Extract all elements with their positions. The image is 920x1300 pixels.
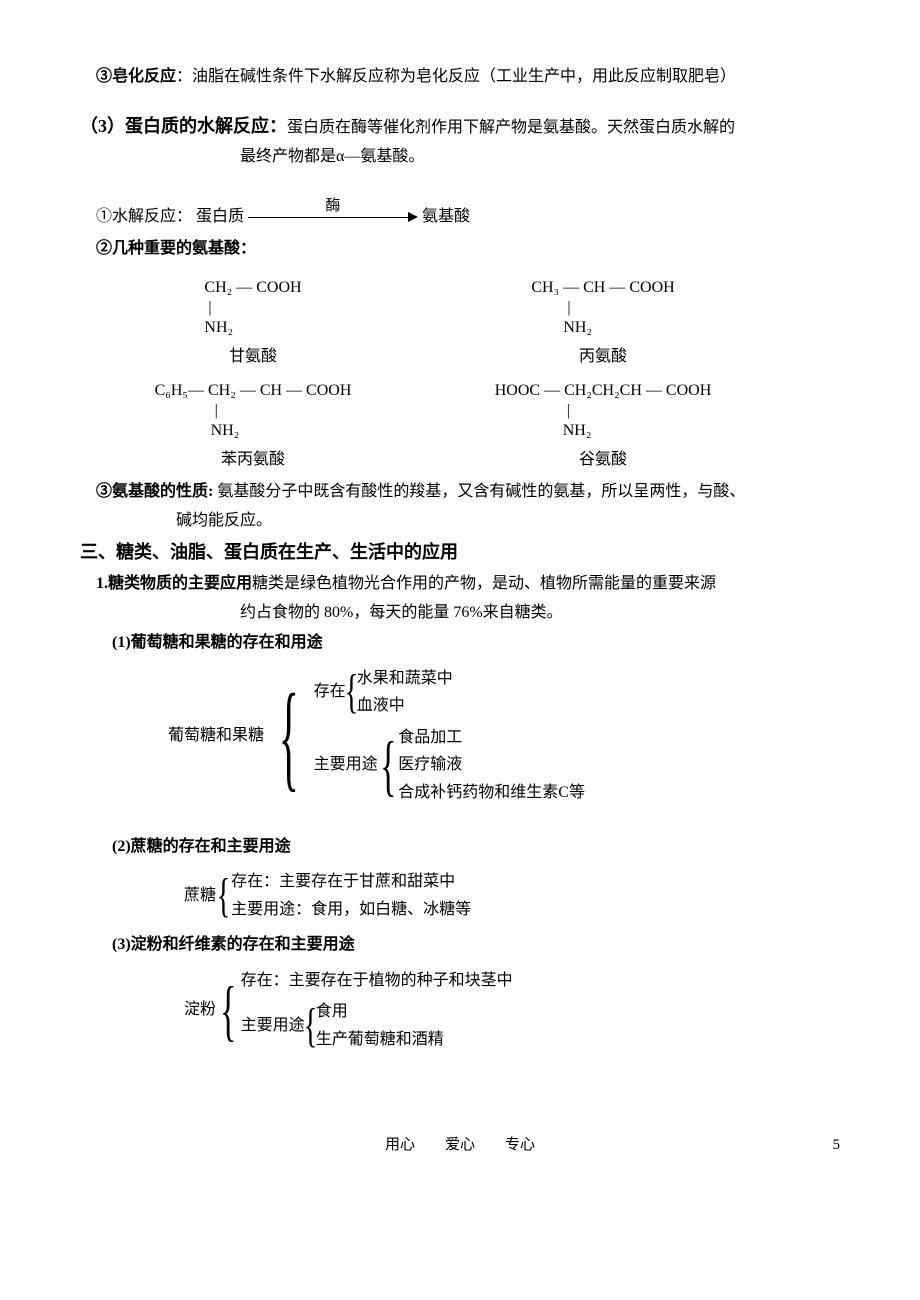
glycine-name: 甘氨酸 (229, 344, 277, 370)
reaction-arrow: 酶 (248, 202, 418, 232)
starch-use-item: 生产葡萄糖和酒精 (316, 1027, 444, 1053)
use-item: 食品加工 (398, 725, 585, 751)
brace-icon: { (220, 976, 236, 1044)
glucose-fructose-block: 葡萄糖和果糖 { 存在 { 水果和蔬菜中 血液中 主要用途 { 食品加工 医疗输… (168, 666, 840, 806)
starch-block: 淀粉 { 存在：主要存在于植物的种子和块茎中 主要用途 { 食用 生产葡萄糖和酒… (184, 968, 840, 1053)
brace-icon: { (344, 668, 358, 716)
arrow-head-icon (408, 212, 418, 222)
brace-icon: { (303, 1002, 317, 1050)
use-item: 医疗输液 (398, 752, 585, 778)
hydrolysis-left: 蛋白质 (196, 204, 244, 230)
glycine-cell: CH₂ — COOH | NH₂ 甘氨酸 (128, 278, 378, 370)
exist-label: 存在 (314, 679, 346, 705)
hydrolysis-prefix: ①水解反应： (96, 204, 192, 230)
sugar-app-cont: 约占食物的 80%，每天的能量 76%来自糖类。 (80, 600, 840, 626)
protein-hydrolysis-text: 蛋白质在酶等催化剂作用下解产物是氨基酸。天然蛋白质水解的 (287, 119, 735, 136)
protein-hydrolysis-line: （3）蛋白质的水解反应：蛋白质在酶等催化剂作用下解产物是氨基酸。天然蛋白质水解的 (80, 112, 840, 141)
use-item: 合成补钙药物和维生素C等 (398, 780, 585, 806)
protein-hydrolysis-label: （3）蛋白质的水解反应： (80, 116, 287, 136)
glu-cell: HOOC — CH₂CH₂CH — COOH | NH₂ 谷氨酸 (478, 381, 728, 473)
aa-property-text: 氨基酸分子中既含有酸性的羧基，又含有碱性的氨基，所以呈两性，与酸、 (213, 483, 745, 500)
use-label: 主要用途 (314, 752, 378, 778)
protein-hydrolysis-cont: 最终产物都是α—氨基酸。 (80, 144, 840, 170)
brace-icon: { (279, 676, 299, 796)
footer-word: 爱心 (445, 1133, 475, 1157)
glu-name: 谷氨酸 (579, 447, 627, 473)
starch-root: 淀粉 (184, 997, 216, 1023)
sucrose-item: 存在：主要存在于甘蔗和甜菜中 (231, 869, 471, 895)
sucrose-root: 蔗糖 (184, 883, 216, 909)
saponification-line: ③皂化反应：油脂在碱性条件下水解反应称为皂化反应（工业生产中，用此反应制取肥皂） (80, 64, 840, 90)
starch-use-item: 食用 (316, 999, 444, 1025)
saponification-text: ：油脂在碱性条件下水解反应称为皂化反应（工业生产中，用此反应制取肥皂） (176, 68, 736, 85)
phe-name: 苯丙氨酸 (221, 447, 285, 473)
sucrose-block: 蔗糖 { 存在：主要存在于甘蔗和甜菜中 主要用途：食用，如白糖、冰糖等 (184, 869, 840, 922)
aa-property-cont: 碱均能反应。 (80, 508, 840, 534)
hydrolysis-right: 氨基酸 (422, 204, 470, 230)
amino-acid-structures: CH₂ — COOH | NH₂ 甘氨酸 CH₃ — CH — COOH | N… (128, 278, 840, 473)
starch-use-label: 主要用途 (241, 1013, 305, 1039)
arrow-condition: 酶 (248, 194, 418, 218)
brace-icon: { (217, 872, 231, 920)
footer-word: 用心 (385, 1133, 415, 1157)
amino-acids-heading: ②几种重要的氨基酸： (80, 236, 840, 262)
glucose-fructose-root: 葡萄糖和果糖 (168, 723, 264, 749)
exist-item: 血液中 (357, 693, 453, 719)
hydrolysis-equation: ①水解反应： 蛋白质 酶 氨基酸 (80, 202, 840, 232)
exist-item: 水果和蔬菜中 (357, 666, 453, 692)
alanine-cell: CH₃ — CH — COOH | NH₂ 丙氨酸 (478, 278, 728, 370)
alanine-name: 丙氨酸 (579, 344, 627, 370)
aa-property-label: ③氨基酸的性质: (96, 483, 213, 500)
sucrose-item: 主要用途：食用，如白糖、冰糖等 (231, 897, 471, 923)
page-footer: 用心 爱心 专心 5 (80, 1133, 840, 1157)
section-3-title: 三、糖类、油脂、蛋白质在生产、生活中的应用 (80, 538, 840, 567)
brace-icon: { (380, 731, 396, 799)
sugar-app-text: 糖类是绿色植物光合作用的产物，是动、植物所需能量的重要来源 (252, 575, 716, 592)
page-number: 5 (833, 1133, 841, 1157)
sub3-title: (3)淀粉和纤维素的存在和主要用途 (80, 932, 840, 958)
sub2-title: (2)蔗糖的存在和主要用途 (80, 834, 840, 860)
sugar-app-line: 1.糖类物质的主要应用糖类是绿色植物光合作用的产物，是动、植物所需能量的重要来源 (80, 571, 840, 597)
arrow-line-icon (248, 217, 408, 218)
starch-exist: 存在：主要存在于植物的种子和块茎中 (241, 968, 513, 994)
saponification-label: ③皂化反应 (96, 68, 176, 85)
sub1-title: (1)葡萄糖和果糖的存在和用途 (80, 630, 840, 656)
phe-cell: C₆H₅— CH₂ — CH — COOH | NH₂ 苯丙氨酸 (128, 381, 378, 473)
footer-word: 专心 (505, 1133, 535, 1157)
aa-property-line: ③氨基酸的性质: 氨基酸分子中既含有酸性的羧基，又含有碱性的氨基，所以呈两性，与… (80, 479, 840, 505)
sugar-app-label: 1.糖类物质的主要应用 (96, 575, 252, 592)
